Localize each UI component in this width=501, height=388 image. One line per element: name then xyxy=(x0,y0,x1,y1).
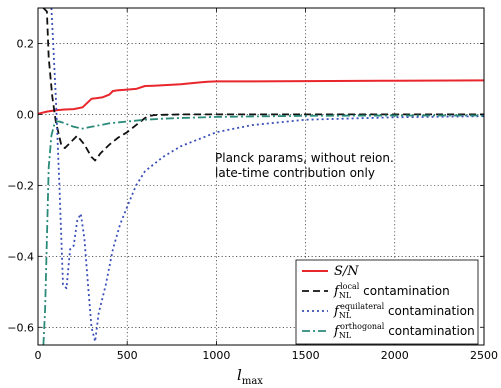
x-tick-label: 2000 xyxy=(381,349,409,362)
x-axis-title-sub: max xyxy=(242,376,263,387)
y-tick-label: 0.2 xyxy=(17,37,35,50)
x-tick-label: 1000 xyxy=(202,349,230,362)
annotation-line-1: Planck params, without reion. xyxy=(215,151,394,165)
y-tick-label: −0.2 xyxy=(7,179,34,192)
legend-label-3: fNLequilateral contamination xyxy=(333,302,475,320)
series-line-2 xyxy=(42,8,484,162)
x-axis-title-base: l xyxy=(237,366,242,384)
legend: S/N fNLlocal contamination fNLequilateral … xyxy=(295,259,479,345)
y-tick-label: −0.6 xyxy=(7,321,34,334)
plot-frame xyxy=(37,7,485,346)
x-tick-label: 500 xyxy=(117,349,138,362)
x-axis-title: lmax xyxy=(237,366,263,387)
y-tick-label: 0.0 xyxy=(17,108,35,121)
legend-box xyxy=(295,259,479,345)
x-tick-label: 2500 xyxy=(470,349,498,362)
x-tick-label: 0 xyxy=(35,349,42,362)
series-line-1 xyxy=(38,79,484,115)
annotation: Planck params, without reion. late-time … xyxy=(215,151,394,180)
legend-label-4: fNLorthogonal contamination xyxy=(333,322,475,340)
x-tick-label: 1500 xyxy=(292,349,320,362)
series-line-4 xyxy=(42,114,484,345)
annotation-line-2: late-time contribution only xyxy=(215,166,375,180)
ticks: 0 500 1000 1500 2000 2500 0.2 0.0 −0.2 −0.4 −0.6 xyxy=(7,8,498,362)
svg-text:lmax: lmax xyxy=(237,366,263,387)
y-tick-label: −0.4 xyxy=(7,250,34,263)
legend-label-1: S/N xyxy=(334,264,359,279)
legend-label-2: fNLlocal contamination xyxy=(333,282,450,300)
series-group xyxy=(38,8,484,345)
